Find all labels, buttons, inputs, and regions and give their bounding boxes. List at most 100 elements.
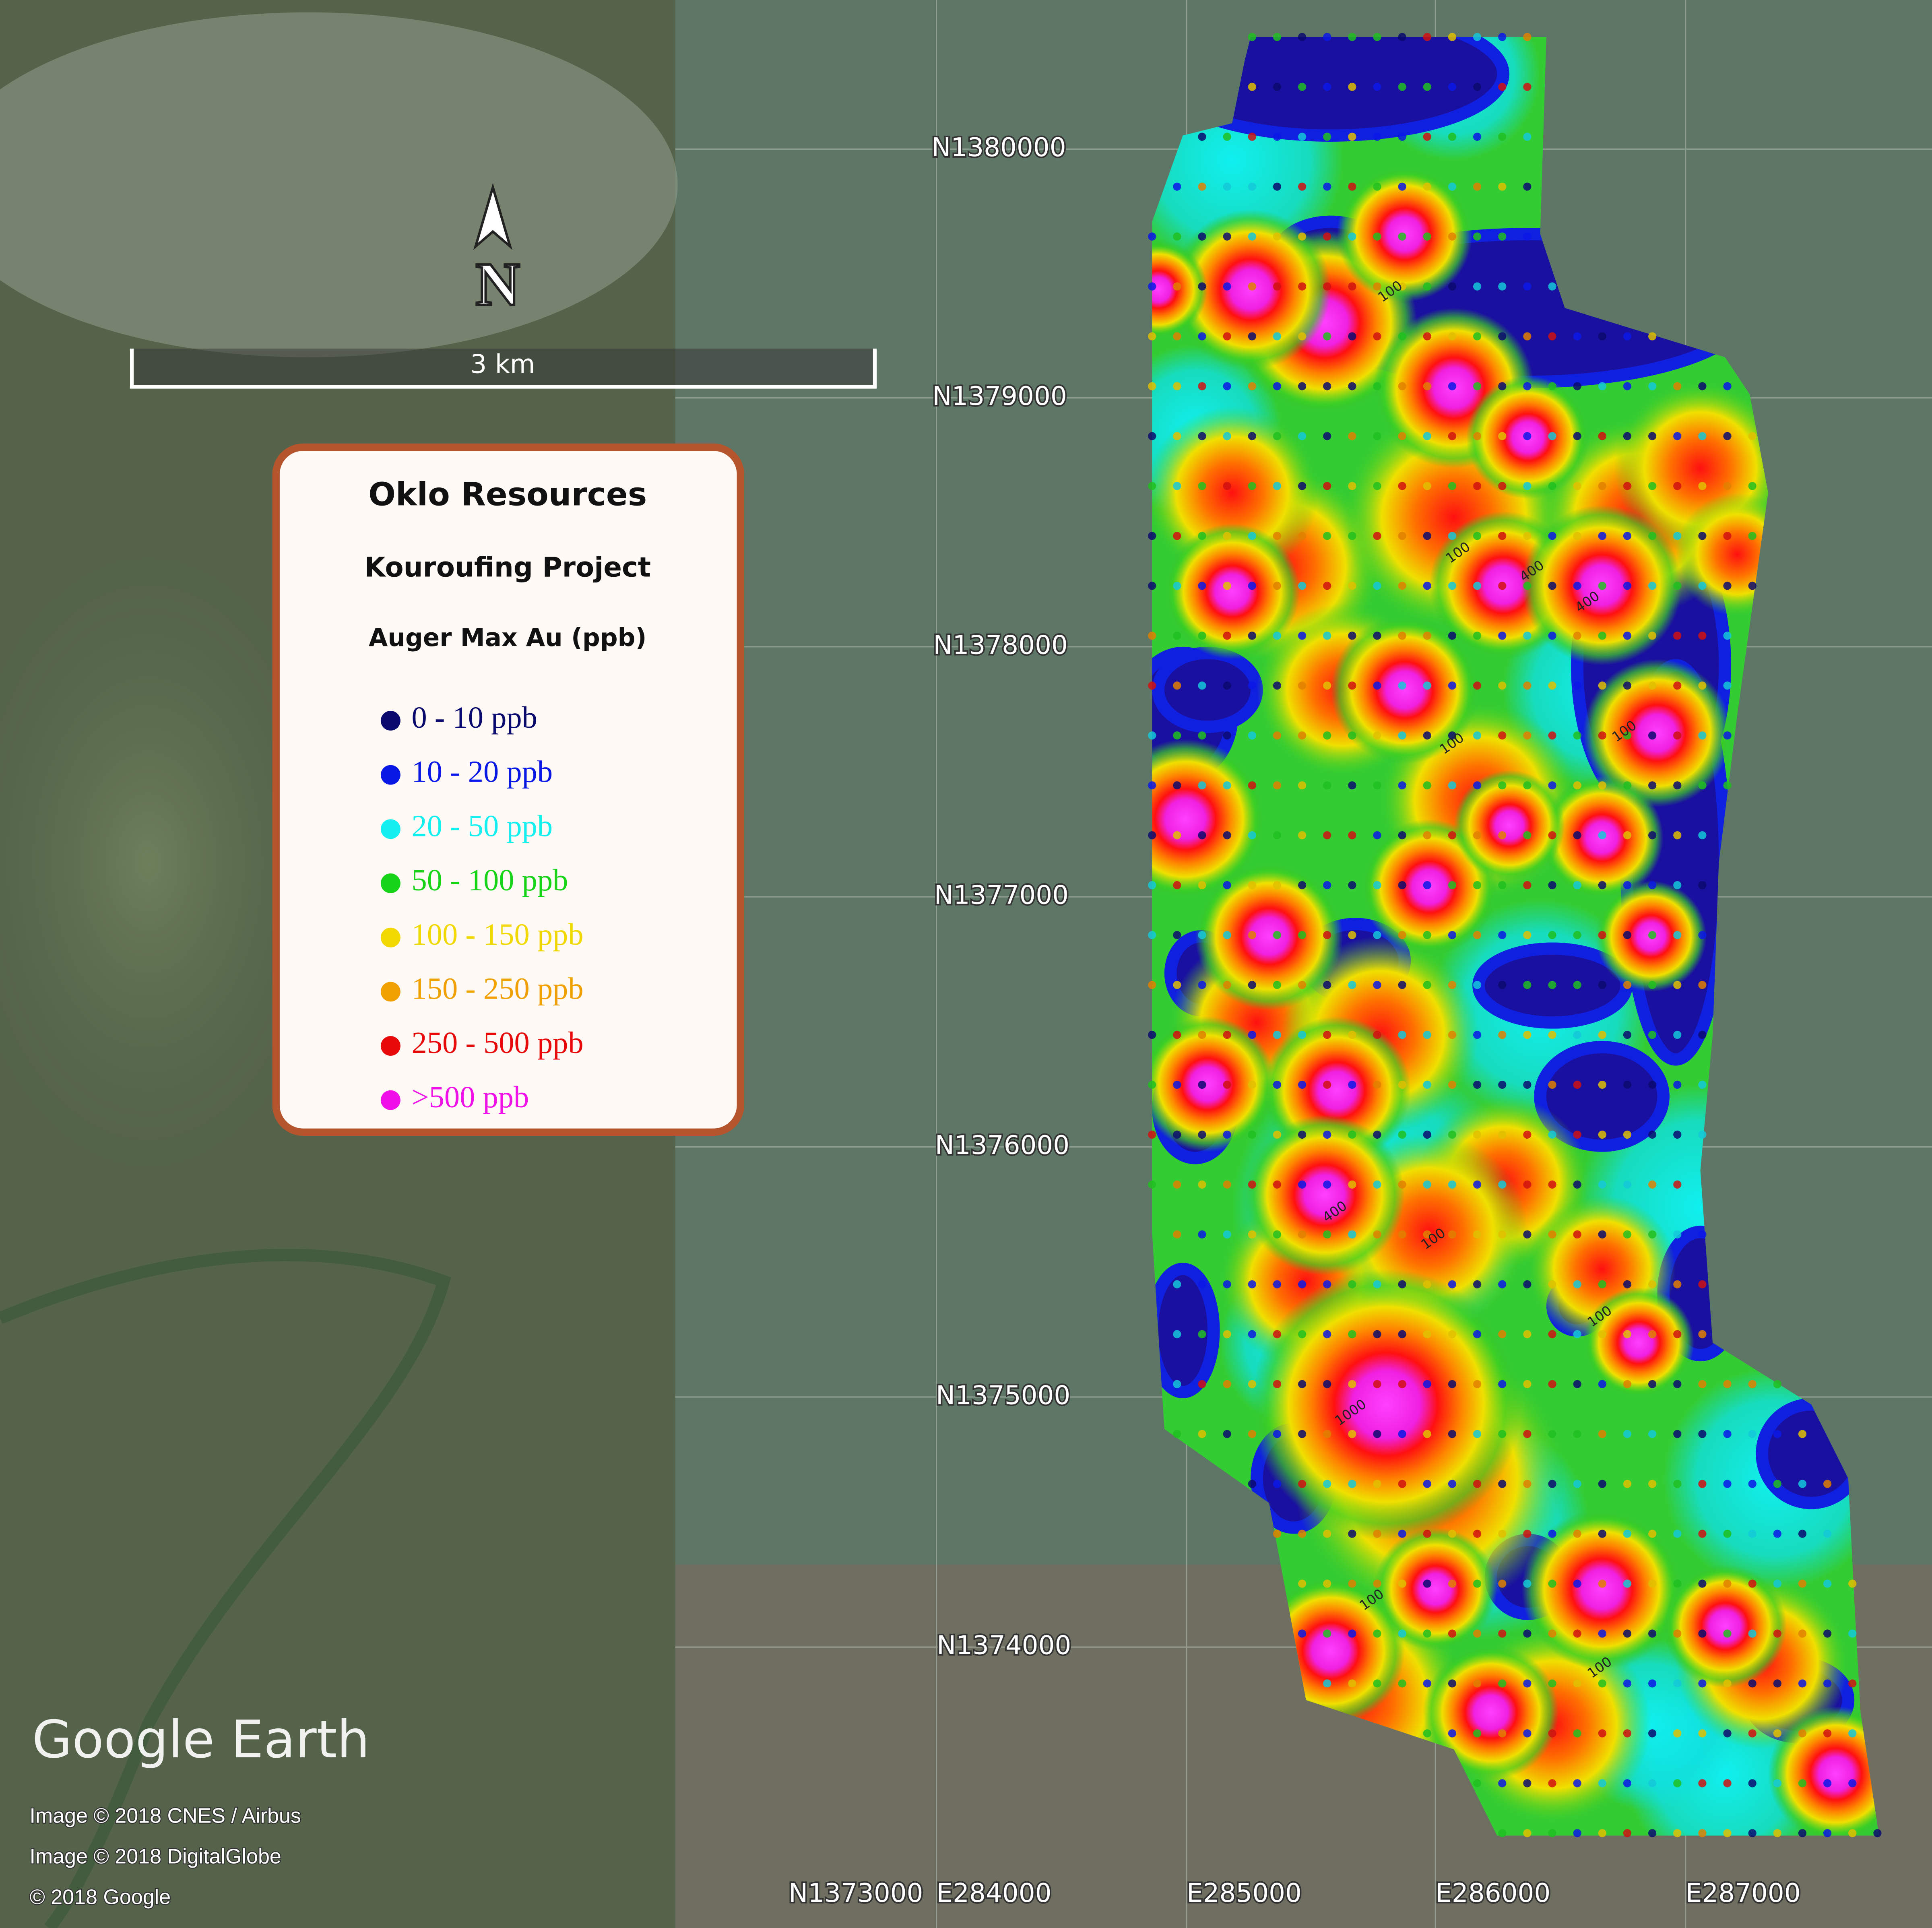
high-zone bbox=[1164, 523, 1300, 659]
sample-point bbox=[1148, 831, 1156, 840]
sample-point bbox=[1498, 482, 1507, 490]
sample-point bbox=[1673, 681, 1682, 690]
sample-point bbox=[1523, 1230, 1532, 1239]
sample-point bbox=[1548, 881, 1556, 890]
sample-point bbox=[1473, 981, 1482, 989]
sample-point bbox=[1198, 931, 1206, 939]
legend-swatch bbox=[380, 982, 400, 1002]
sample-point bbox=[1523, 482, 1532, 490]
sample-point bbox=[1498, 332, 1507, 341]
legend-swatch bbox=[380, 765, 400, 785]
sample-point bbox=[1348, 1629, 1356, 1638]
sample-point bbox=[1623, 881, 1632, 890]
sample-point bbox=[1398, 282, 1406, 291]
sample-point bbox=[1273, 1480, 1282, 1488]
sample-point bbox=[1473, 282, 1482, 291]
legend-swatch bbox=[380, 711, 400, 731]
sample-point bbox=[1298, 1579, 1307, 1588]
sample-point bbox=[1648, 1030, 1657, 1039]
sample-point bbox=[1498, 1280, 1507, 1288]
sample-point bbox=[1223, 731, 1231, 740]
sample-point bbox=[1773, 1679, 1781, 1688]
sample-point bbox=[1198, 1130, 1206, 1139]
sample-point bbox=[1648, 1280, 1657, 1288]
sample-point bbox=[1698, 532, 1707, 540]
sample-point bbox=[1173, 1380, 1181, 1388]
sample-point bbox=[1498, 182, 1507, 191]
sample-point bbox=[1448, 182, 1457, 191]
sample-point bbox=[1573, 1180, 1581, 1189]
sample-point bbox=[1148, 1130, 1156, 1139]
sample-point bbox=[1373, 232, 1381, 241]
sample-point bbox=[1348, 582, 1356, 590]
sample-point bbox=[1348, 83, 1356, 91]
sample-point bbox=[1648, 1679, 1657, 1688]
sample-point bbox=[1598, 1430, 1606, 1438]
northing-label: N1374000 bbox=[937, 1631, 1071, 1661]
sample-point bbox=[1198, 981, 1206, 989]
sample-point bbox=[1548, 931, 1556, 939]
sample-point bbox=[1648, 1779, 1657, 1788]
legend-label: 50 - 100 ppb bbox=[411, 863, 568, 897]
sample-point bbox=[1623, 432, 1632, 440]
sample-point bbox=[1673, 831, 1682, 840]
sample-point bbox=[1298, 432, 1307, 440]
sample-point bbox=[1423, 1130, 1431, 1139]
sample-point bbox=[1848, 1579, 1857, 1588]
sample-point bbox=[1348, 1480, 1356, 1488]
sample-point bbox=[1173, 432, 1181, 440]
sample-point bbox=[1348, 282, 1356, 291]
sample-point bbox=[1323, 731, 1331, 740]
sample-point bbox=[1598, 831, 1606, 840]
sample-point bbox=[1673, 582, 1682, 590]
sample-point bbox=[1448, 1430, 1457, 1438]
sample-point bbox=[1473, 881, 1482, 890]
sample-point bbox=[1423, 1330, 1431, 1338]
sample-point bbox=[1273, 1230, 1282, 1239]
northing-label: N1373000 bbox=[788, 1878, 923, 1908]
sample-point bbox=[1598, 632, 1606, 640]
sample-point bbox=[1273, 1330, 1282, 1338]
sample-point bbox=[1348, 482, 1356, 490]
sample-point bbox=[1323, 1679, 1331, 1688]
sample-point bbox=[1398, 382, 1406, 390]
sample-point bbox=[1273, 781, 1282, 790]
sample-point bbox=[1448, 33, 1457, 41]
sample-point bbox=[1448, 382, 1457, 390]
sample-point bbox=[1673, 432, 1682, 440]
sample-point bbox=[1448, 332, 1457, 341]
sample-point bbox=[1398, 1030, 1406, 1039]
sample-point bbox=[1273, 282, 1282, 291]
sample-point bbox=[1473, 582, 1482, 590]
sample-point bbox=[1748, 1679, 1757, 1688]
sample-point bbox=[1648, 1080, 1657, 1089]
sample-point bbox=[1573, 1130, 1581, 1139]
sample-point bbox=[1223, 282, 1231, 291]
sample-point bbox=[1273, 881, 1282, 890]
arrow bbox=[473, 183, 513, 250]
sample-point bbox=[1523, 1030, 1532, 1039]
sample-point bbox=[1323, 1330, 1331, 1338]
sample-point bbox=[1698, 482, 1707, 490]
sample-point bbox=[1273, 432, 1282, 440]
sample-point bbox=[1698, 1729, 1707, 1738]
sample-point bbox=[1298, 881, 1307, 890]
sample-point bbox=[1598, 532, 1606, 540]
sample-point bbox=[1773, 1480, 1781, 1488]
sample-point bbox=[1248, 132, 1256, 141]
sample-point bbox=[1373, 1230, 1381, 1239]
high-zone bbox=[1423, 1645, 1559, 1780]
sample-point bbox=[1448, 981, 1457, 989]
sample-point bbox=[1623, 781, 1632, 790]
sample-point bbox=[1148, 1080, 1156, 1089]
sample-point bbox=[1248, 1030, 1256, 1039]
sample-point bbox=[1248, 1430, 1256, 1438]
sample-point bbox=[1523, 981, 1532, 989]
sample-point bbox=[1273, 83, 1282, 91]
sample-point bbox=[1348, 532, 1356, 540]
sample-point bbox=[1398, 1080, 1406, 1089]
sample-point bbox=[1248, 1380, 1256, 1388]
sample-point bbox=[1473, 1480, 1482, 1488]
sample-point bbox=[1223, 1380, 1231, 1388]
sample-point bbox=[1373, 1280, 1381, 1288]
